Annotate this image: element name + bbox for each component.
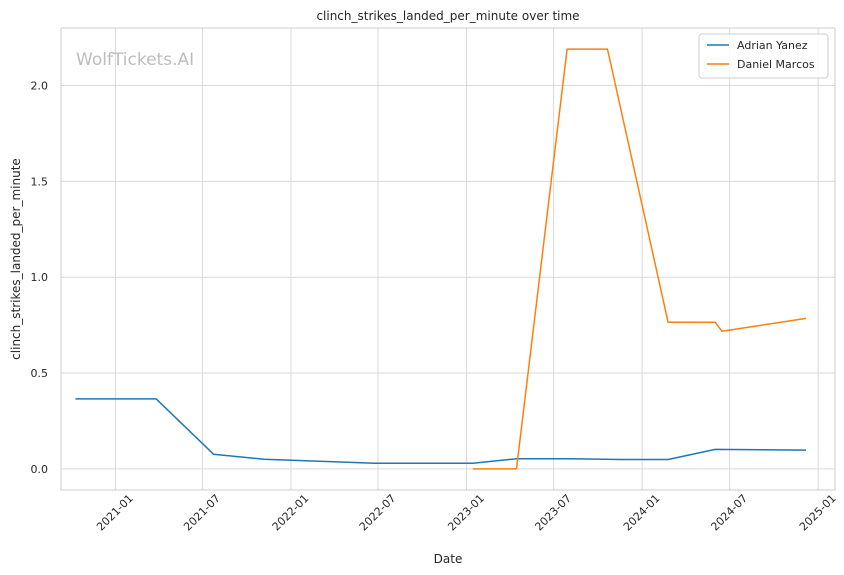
y-tick-label: 2.0 [31,80,49,93]
y-axis: 0.0 0.5 1.0 1.5 2.0 [31,80,49,476]
y-tick-label: 0.0 [31,463,49,476]
watermark: WolfTickets.AI [76,50,194,70]
x-tick-label: 2023-07 [532,492,574,534]
legend: Adrian Yanez Daniel Marcos [698,33,829,79]
series-line-1 [472,48,807,470]
chart-title: clinch_strikes_landed_per_minute over ti… [316,9,579,23]
x-tick-label: 2023-01 [445,492,487,534]
y-axis-label: clinch_strikes_landed_per_minute [9,158,23,360]
series-line-0 [75,398,807,464]
x-tick-label: 2025-01 [797,492,839,534]
x-tick-label: 2024-07 [708,492,750,534]
legend-label: Daniel Marcos [737,58,815,71]
y-tick-label: 1.5 [31,175,49,188]
plot-area [60,27,836,491]
legend-box [698,33,829,79]
x-tick-label: 2022-07 [357,492,399,534]
series-lines [75,48,807,470]
x-tick-label: 2024-01 [621,492,663,534]
x-tick-label: 2021-07 [181,492,223,534]
x-axis-label: Date [434,552,463,566]
x-axis: 2021-01 2021-07 2022-01 2022-07 2023-01 2023-… [94,492,839,534]
grid [61,28,835,490]
legend-label: Adrian Yanez [737,39,808,52]
x-tick-label: 2022-01 [270,492,312,534]
y-tick-label: 0.5 [31,367,49,380]
x-tick-label: 2021-01 [94,492,136,534]
y-tick-label: 1.0 [31,271,49,284]
